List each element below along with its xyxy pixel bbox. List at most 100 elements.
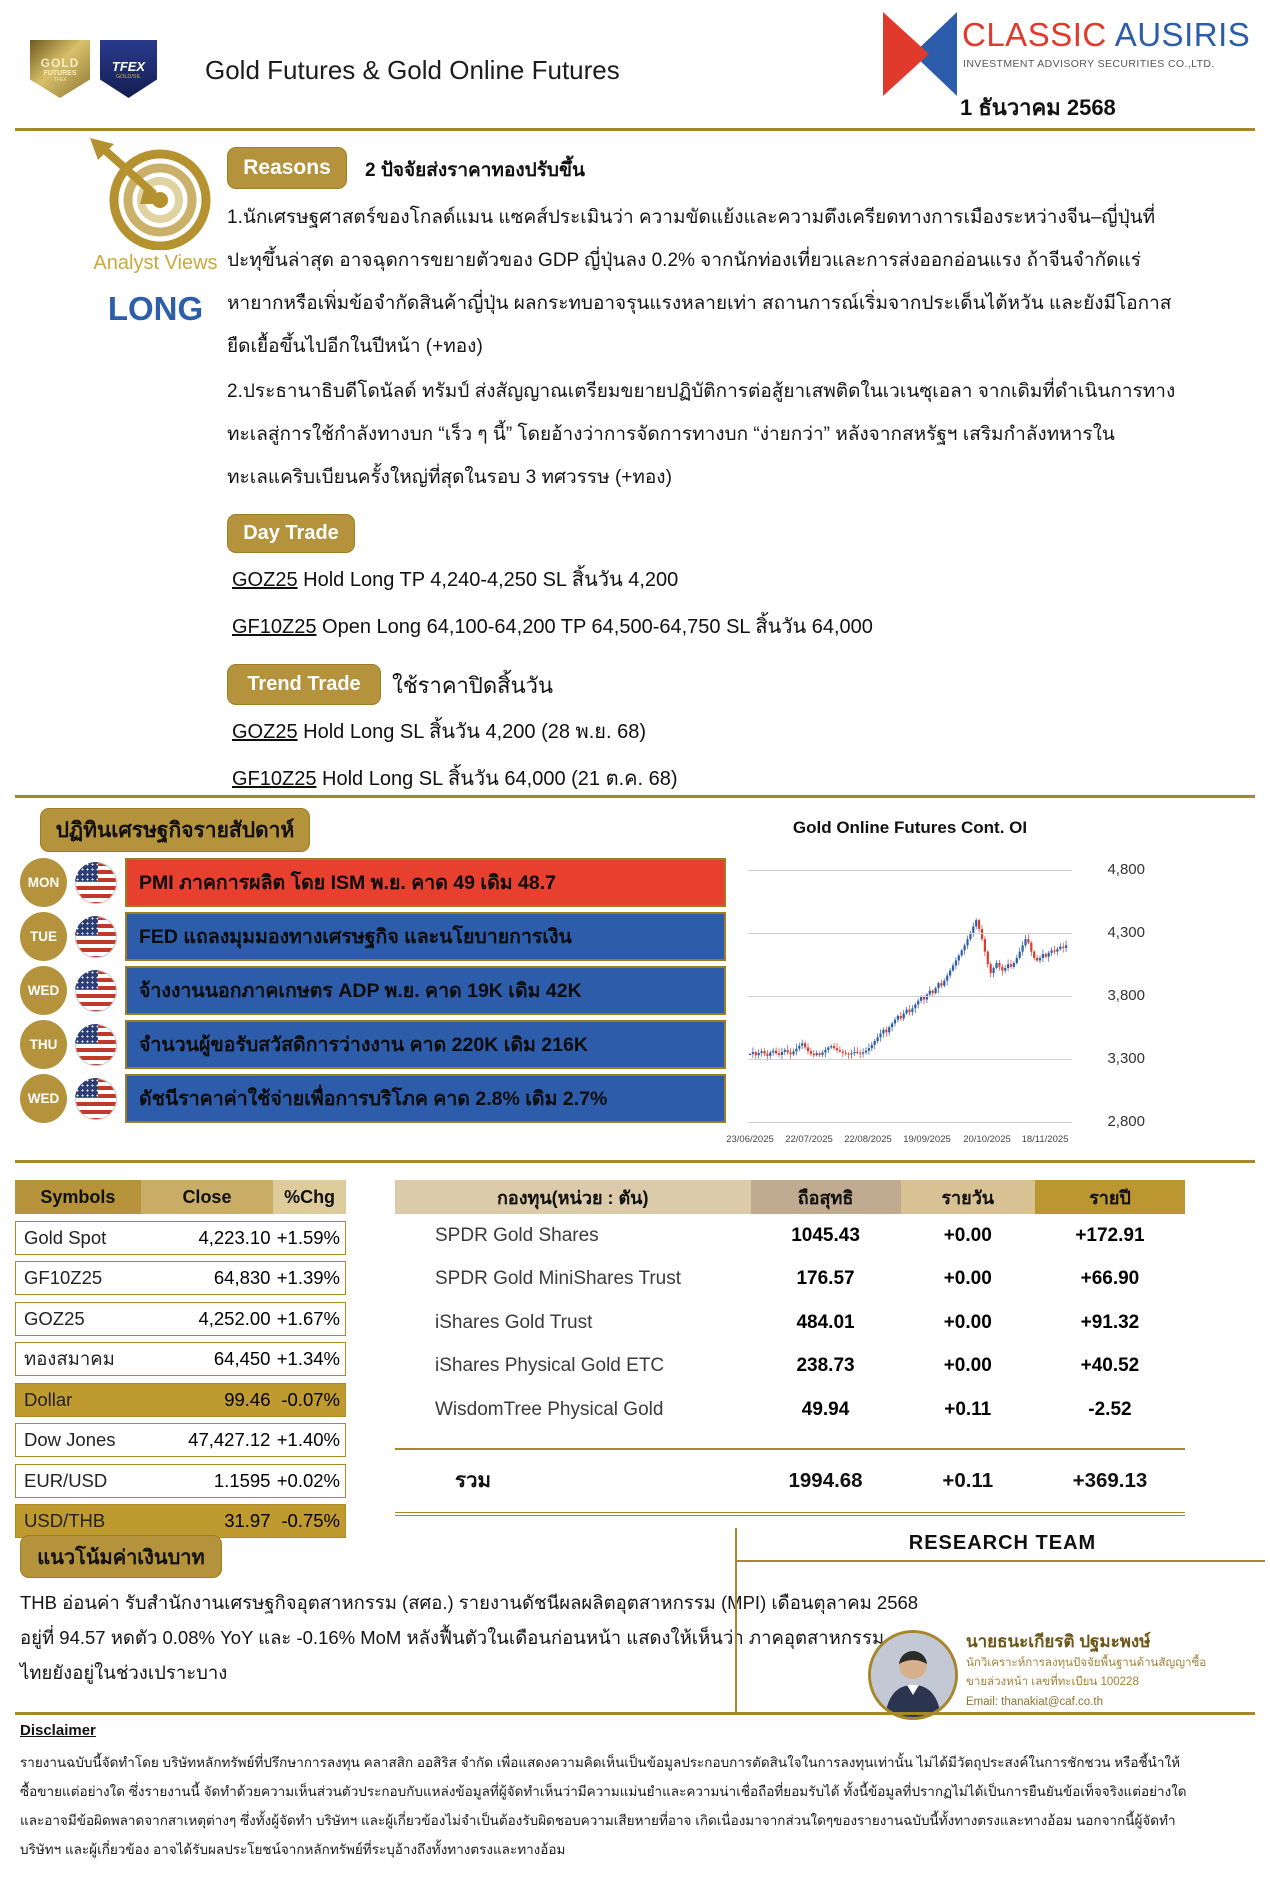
fund-net: 1045.43 (791, 1224, 860, 1246)
symbol-chg: +1.59% (276, 1226, 340, 1248)
gold-futures-logo: GOLD FUTURES TFEX (30, 40, 90, 98)
fund-net: 176.57 (796, 1268, 855, 1290)
reason-line: หายากหรือเพิ่มข้อจำกัดสินค้าญี่ปุ่น ผลกร… (227, 293, 1172, 314)
trend-trade-badge: Trend Trade (227, 664, 381, 705)
symbol-chg: +1.39% (276, 1267, 340, 1288)
y-axis-tick-label: 3,800 (1107, 987, 1145, 1004)
symbol-chg: -0.07% (281, 1388, 340, 1410)
baht-line: อยู่ที่ 94.57 หดตัว 0.08% YoY และ -0.16%… (20, 1627, 885, 1648)
symbol-chg: +1.67% (276, 1307, 340, 1329)
disclaimer-line: รายงานฉบับนี้จัดทำโดย บริษัทหลักทรัพย์ที… (20, 1755, 1180, 1770)
day-badge: MON (20, 858, 67, 907)
symbol-chg: +0.02% (276, 1469, 340, 1491)
y-axis-tick-label: 4,300 (1107, 924, 1145, 941)
calendar-event-row: MON PMI ภาคการผลิต โดย ISM พ.ย. คาด 49 เด… (20, 858, 726, 907)
table-row: iShares Physical Gold ETC 238.73 +0.00 +40.… (395, 1345, 1185, 1389)
baht-line: THB อ่อนค่า รับสำนักงานเศรษฐกิจอุตสาหกรร… (20, 1592, 919, 1613)
symbol-chg: -0.75% (281, 1510, 340, 1531)
baht-line: ไทยยังอยู่ในช่วงเปราะบาง (20, 1662, 228, 1683)
x-axis-tick-label: 18/11/2025 (1021, 1134, 1069, 1145)
calendar-rows: MON PMI ภาคการผลิต โดย ISM พ.ย. คาด 49 เด… (20, 858, 726, 1128)
y-axis-tick-label: 4,800 (1107, 861, 1145, 878)
fund-yearly: +91.32 (1080, 1311, 1140, 1333)
funds-header-daily: รายวัน (900, 1180, 1035, 1214)
flag-canton (75, 969, 99, 989)
symbol-name: GOZ25 (24, 1307, 85, 1329)
table-row: Gold Spot 4,223.10 +1.59% (15, 1220, 346, 1255)
fund-name: SPDR Gold MiniShares Trust (435, 1268, 682, 1290)
fund-yearly: -2.52 (1088, 1398, 1132, 1420)
flag-canton (75, 1077, 99, 1097)
research-vertical-divider (735, 1528, 737, 1712)
symbol-close: 64,450 (213, 1348, 271, 1369)
fund-yearly: +66.90 (1080, 1268, 1140, 1290)
research-title-underline (735, 1560, 1265, 1562)
symbol-name: USD/THB (24, 1510, 106, 1531)
trade-symbol: GOZ25 (232, 569, 298, 591)
flag-canton (75, 1023, 99, 1043)
calendar-event-row: TUE FED แถลงมุมมองทางเศรษฐกิจ และนโยบายกา… (20, 912, 726, 961)
funds-header-name: กองทุน(หน่วย : ตัน) (395, 1180, 751, 1214)
funds-header-yearly: รายปี (1034, 1180, 1185, 1214)
funds-total-net: 1994.68 (788, 1468, 863, 1492)
us-flag-icon (75, 1023, 117, 1066)
trade-symbol: GOZ25 (232, 721, 298, 743)
symbol-name: EUR/USD (24, 1469, 108, 1491)
table-row: SPDR Gold MiniShares Trust 176.57 +0.00 +66… (395, 1258, 1185, 1302)
section-divider-1 (15, 795, 1255, 798)
analyst-email[interactable]: Email: thanakiat@caf.co.th (966, 1696, 1103, 1708)
analyst-role-line: ขายล่วงหน้า เลขที่ทะเบียน 100228 (966, 1676, 1139, 1688)
funds-table-body: SPDR Gold Shares 1045.43 +0.00 +172.91 SPDR … (395, 1214, 1185, 1432)
day-badge: THU (20, 1020, 67, 1069)
fund-name: iShares Gold Trust (435, 1311, 593, 1333)
chart-plot-area (748, 870, 1072, 1123)
reason-paragraph-2: 2.ประธานาธิบดีโดนัลด์ ทรัมป์ ส่งสัญญาณเต… (227, 370, 1176, 499)
person-icon (871, 1633, 955, 1717)
chart-gridline (748, 996, 1072, 997)
tfex-logo-text: TFEX (111, 58, 146, 74)
report-date: 1 ธันวาคม 2568 (960, 95, 1116, 120)
analyst-name: นายธนะเกียรติ ปฐมะพงษ์ (966, 1632, 1151, 1651)
symbol-close: 99.46 (224, 1388, 271, 1410)
funds-total-daily: +0.11 (942, 1468, 994, 1492)
calendar-event-row: WED จ้างงานนอกภาคเกษตร ADP พ.ย. คาด 19K เ… (20, 966, 726, 1015)
disclaimer-line: บริษัทฯ และผู้เกี่ยวข้อง อาจได้รับผลประโ… (20, 1842, 566, 1857)
symbol-close: 4,223.10 (198, 1226, 271, 1248)
symbols-header-close: Close (140, 1180, 274, 1214)
trade-text: Hold Long SL สิ้นวัน 4,200 (28 พ.ย. 68) (297, 721, 647, 743)
fund-name: WisdomTree Physical Gold (435, 1398, 664, 1420)
brand-classic: CLASSIC (962, 16, 1107, 53)
baht-trend-text: THB อ่อนค่า รับสำนักงานเศรษฐกิจอุตสาหกรร… (20, 1585, 919, 1690)
calendar-title-badge: ปฏิทินเศรษฐกิจรายสัปดาห์ (40, 808, 310, 852)
trade-text: Open Long 64,100-64,200 TP 64,500-64,750… (316, 616, 873, 638)
gold-logo-tfex-text: TFEX (53, 76, 67, 83)
disclaimer-line: ซื้อขายแต่อย่างใด ซึ่งรายงานนี้ จัดทำด้ว… (20, 1784, 1187, 1799)
flag-canton (75, 915, 99, 935)
trend-trade-lines: GOZ25 Hold Long SL สิ้นวัน 4,200 (28 พ.ย… (232, 712, 678, 806)
table-row: USD/THB 31.97 -0.75% (15, 1504, 346, 1538)
trade-symbol: GF10Z25 (232, 768, 317, 790)
fund-daily: +0.00 (943, 1311, 992, 1333)
table-row: Dollar 99.46 -0.07% (15, 1382, 346, 1417)
x-axis-tick-label: 22/07/2025 (785, 1134, 833, 1145)
flag-canton (75, 861, 99, 881)
trade-recommendation: GF10Z25 Hold Long SL สิ้นวัน 64,000 (21 … (232, 759, 678, 806)
fund-net: 238.73 (796, 1355, 855, 1377)
disclaimer-title: Disclaimer (20, 1722, 96, 1739)
funds-table: กองทุน(หน่วย : ตัน) ถือสุทธิ รายวัน รายป… (395, 1180, 1185, 1516)
reason-line: 2.ประธานาธิบดีโดนัลด์ ทรัมป์ ส่งสัญญาณเต… (227, 381, 1176, 402)
funds-table-header: กองทุน(หน่วย : ตัน) ถือสุทธิ รายวัน รายป… (395, 1180, 1185, 1214)
x-axis-tick-label: 20/10/2025 (963, 1134, 1011, 1145)
classic-ausiris-logo-icon (883, 12, 957, 96)
oi-candlestick-chart: Gold Online Futures Cont. OI 4,800 4,300 3… (640, 798, 1270, 1158)
analyst-view-direction: LONG (107, 290, 204, 327)
fund-yearly: +40.52 (1080, 1355, 1140, 1377)
chart-gridline (748, 870, 1072, 871)
baht-trend-badge: แนวโน้มค่าเงินบาท (20, 1535, 222, 1578)
y-axis-tick-label: 2,800 (1107, 1113, 1145, 1130)
symbol-close: 31.97 (224, 1510, 271, 1531)
day-trade-lines: GOZ25 Hold Long TP 4,240-4,250 SL สิ้นวั… (232, 560, 873, 654)
us-flag-icon (75, 1077, 117, 1120)
table-row: EUR/USD 1.1595 +0.02% (15, 1463, 346, 1498)
